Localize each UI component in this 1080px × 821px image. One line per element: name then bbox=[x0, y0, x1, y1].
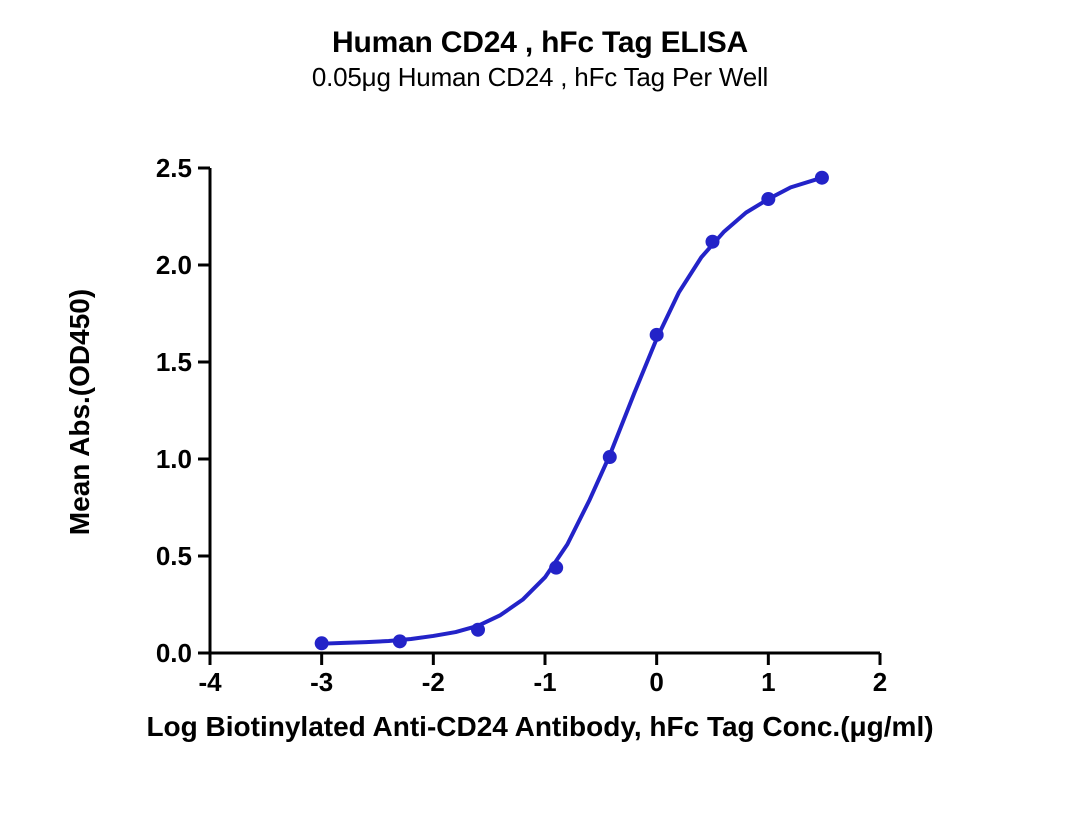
x-tick-label: -3 bbox=[292, 667, 352, 698]
x-tick-label: -1 bbox=[515, 667, 575, 698]
title-block: Human CD24 , hFc Tag ELISA 0.05μg Human … bbox=[0, 26, 1080, 93]
plot-area bbox=[210, 168, 880, 653]
y-tick-label: 1.5 bbox=[156, 347, 192, 378]
x-axis-label: Log Biotinylated Anti-CD24 Antibody, hFc… bbox=[0, 711, 1080, 743]
y-tick-label: 2.0 bbox=[156, 250, 192, 281]
y-axis-label: Mean Abs.(OD450) bbox=[64, 262, 96, 562]
x-tick-label: 0 bbox=[627, 667, 687, 698]
x-tick-label: 2 bbox=[850, 667, 910, 698]
x-tick-label: -4 bbox=[180, 667, 240, 698]
plot-svg bbox=[210, 168, 880, 653]
y-tick-label: 0.0 bbox=[156, 638, 192, 669]
y-tick-label: 0.5 bbox=[156, 541, 192, 572]
x-tick-label: -2 bbox=[403, 667, 463, 698]
y-tick-label: 2.5 bbox=[156, 153, 192, 184]
x-tick-label: 1 bbox=[738, 667, 798, 698]
chart-container: Human CD24 , hFc Tag ELISA 0.05μg Human … bbox=[0, 0, 1080, 821]
y-tick-label: 1.0 bbox=[156, 444, 192, 475]
chart-subtitle: 0.05μg Human CD24 , hFc Tag Per Well bbox=[0, 62, 1080, 93]
chart-title: Human CD24 , hFc Tag ELISA bbox=[0, 26, 1080, 60]
